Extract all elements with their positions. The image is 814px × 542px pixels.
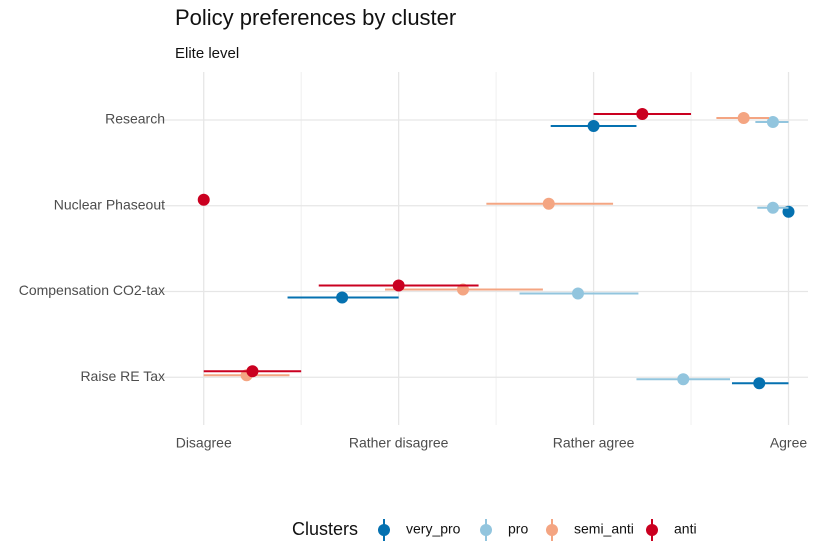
dot [766, 201, 779, 214]
dot [336, 291, 349, 304]
dot [737, 112, 750, 124]
chart-subtitle: Elite level [175, 45, 239, 62]
dot [636, 108, 649, 120]
legend-swatch-dot [646, 524, 658, 536]
chart-title: Policy preferences by cluster [175, 5, 456, 30]
dot [677, 373, 690, 386]
legend-label: very_pro [406, 521, 461, 537]
legend-swatch-dot [378, 524, 390, 536]
dot [766, 116, 779, 128]
legend-label: anti [674, 521, 697, 537]
x-tick-label: Rather disagree [349, 435, 449, 451]
dot [392, 279, 405, 292]
dot [571, 287, 584, 300]
legend-label: pro [508, 521, 528, 537]
legend-title: Clusters [292, 519, 358, 539]
legend-swatch-dot [480, 524, 492, 536]
dot [753, 377, 766, 390]
y-tick-label: Nuclear Phaseout [54, 196, 165, 212]
dot [246, 365, 259, 378]
x-tick-label: Rather agree [553, 435, 635, 451]
dot [197, 193, 210, 206]
y-tick-label: Research [105, 111, 165, 127]
x-tick-label: Disagree [176, 435, 232, 451]
dot [587, 120, 600, 132]
x-tick-label: Agree [770, 435, 808, 451]
dot [542, 197, 555, 210]
legend-swatch-dot [546, 524, 558, 536]
legend-label: semi_anti [574, 521, 634, 537]
y-tick-label: Compensation CO2-tax [19, 282, 165, 298]
y-tick-label: Raise RE Tax [80, 368, 165, 384]
